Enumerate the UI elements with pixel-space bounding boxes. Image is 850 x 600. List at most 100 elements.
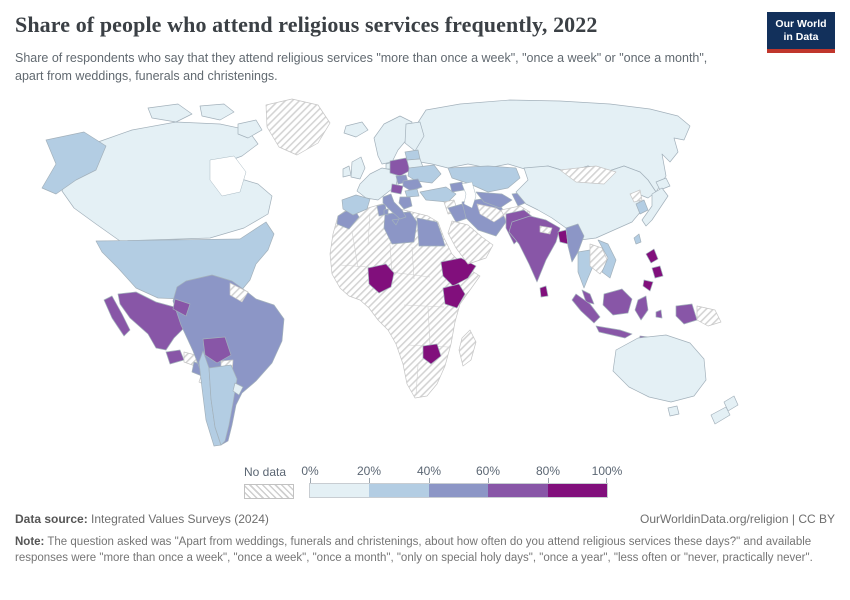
legend-tickmark: [548, 478, 549, 484]
chart-subtitle: Share of respondents who say that they a…: [15, 51, 708, 83]
country-turkey[interactable]: [419, 186, 457, 203]
legend-color-bar: [309, 483, 608, 498]
country-bulgaria[interactable]: [404, 188, 420, 198]
country-madagascar[interactable]: [458, 329, 477, 367]
country-egypt[interactable]: [416, 217, 446, 247]
country-bolivia[interactable]: [202, 336, 232, 364]
owid-logo[interactable]: Our World in Data: [767, 12, 835, 54]
legend-tickmark: [606, 478, 607, 484]
country-indonesia-west-papua[interactable]: [675, 303, 698, 325]
legend-tick-20: 20%: [356, 464, 382, 478]
data-source-value: Integrated Values Surveys (2024): [91, 512, 269, 526]
no-data-label: No data: [244, 465, 287, 479]
data-source-label: Data source:: [15, 512, 88, 526]
country-ireland[interactable]: [342, 165, 352, 178]
chart-note: Note: The question asked was "Apart from…: [15, 535, 835, 566]
country-argentina[interactable]: [208, 364, 238, 446]
country-alaska[interactable]: [41, 131, 107, 195]
legend-tick-100: 100%: [591, 464, 623, 478]
chart-footer: Data source: Integrated Values Surveys (…: [15, 512, 835, 566]
country-philippines-luzon[interactable]: [645, 248, 659, 264]
country-brazil-andes[interactable]: [172, 274, 285, 446]
country-ukraine[interactable]: [407, 164, 442, 184]
country-borneo[interactable]: [602, 288, 633, 316]
legend-bin-60-80[interactable]: [488, 484, 548, 497]
legend-bin-40-60[interactable]: [428, 484, 489, 497]
country-sri-lanka[interactable]: [539, 285, 549, 298]
country-indonesia-sumatra[interactable]: [571, 293, 601, 324]
country-kenya[interactable]: [442, 283, 466, 309]
region-africa-no-data[interactable]: [329, 203, 481, 399]
country-guatemala[interactable]: [165, 349, 185, 365]
country-uruguay[interactable]: [232, 382, 244, 396]
country-philippines-visayas[interactable]: [651, 265, 664, 279]
country-indonesia-java[interactable]: [595, 325, 633, 339]
country-turkmenistan[interactable]: [476, 203, 507, 223]
country-canada-arctic-1[interactable]: [147, 103, 193, 123]
country-south-korea[interactable]: [635, 199, 649, 215]
country-australia[interactable]: [612, 334, 707, 403]
country-mexico-baja[interactable]: [103, 295, 131, 337]
note-label: Note:: [15, 536, 45, 548]
country-mexico[interactable]: [117, 291, 191, 351]
country-mongolia[interactable]: [559, 165, 617, 185]
country-guyanas[interactable]: [229, 282, 249, 303]
country-italy-sardinia[interactable]: [383, 208, 389, 216]
legend-tick-60: 60%: [475, 464, 501, 478]
country-poland[interactable]: [389, 157, 412, 177]
legend-tick-0: 0%: [301, 464, 319, 478]
country-japan-honshu[interactable]: [641, 187, 669, 227]
owid-logo-line2: in Data: [783, 31, 819, 44]
country-zimbabwe[interactable]: [422, 343, 442, 365]
country-serbia-bosnia[interactable]: [390, 183, 404, 195]
country-greenland[interactable]: [265, 98, 331, 156]
note-text: The question asked was "Apart from weddi…: [15, 536, 813, 564]
country-indonesia-maluku[interactable]: [655, 309, 663, 319]
country-japan-hokkaido[interactable]: [655, 177, 671, 191]
legend-tickmark: [488, 478, 489, 484]
country-taiwan[interactable]: [633, 233, 642, 245]
country-ethiopia[interactable]: [440, 257, 477, 287]
country-italy[interactable]: [382, 193, 407, 220]
region-baltics[interactable]: [404, 149, 421, 161]
country-nigeria[interactable]: [367, 263, 395, 294]
country-nepal[interactable]: [539, 225, 553, 235]
country-spain-portugal[interactable]: [341, 194, 371, 216]
legend-tickmark: [429, 478, 430, 484]
country-italy-sicily[interactable]: [391, 218, 400, 226]
country-new-zealand-south[interactable]: [710, 406, 731, 425]
country-iceland[interactable]: [343, 121, 369, 138]
region-caucasus[interactable]: [449, 181, 465, 193]
country-canada-arctic-3[interactable]: [237, 119, 263, 139]
no-data-swatch[interactable]: [244, 484, 294, 499]
country-united-kingdom[interactable]: [350, 156, 366, 180]
country-papua-new-guinea[interactable]: [696, 305, 722, 327]
legend-bin-80-100[interactable]: [547, 484, 608, 497]
region-arabian-peninsula[interactable]: [447, 220, 494, 265]
country-canada-arctic-2[interactable]: [199, 103, 235, 121]
country-uzbekistan[interactable]: [475, 191, 513, 209]
country-greece[interactable]: [398, 196, 413, 210]
legend-tickmark: [369, 478, 370, 484]
country-vietnam[interactable]: [597, 239, 617, 279]
country-philippines-mindanao[interactable]: [642, 279, 654, 292]
owid-logo-line1: Our World: [775, 18, 827, 30]
data-source-line: Data source: Integrated Values Surveys (…: [15, 512, 269, 526]
country-tasmania[interactable]: [667, 405, 680, 417]
country-india[interactable]: [508, 215, 561, 283]
owid-link[interactable]: OurWorldinData.org/religion | CC BY: [640, 512, 835, 526]
country-ecuador[interactable]: [172, 298, 191, 317]
page-title: Share of people who attend religious ser…: [15, 12, 598, 37]
map-legend: No data 0% 20% 40% 60% 80% 100%: [0, 462, 850, 502]
country-romania[interactable]: [402, 178, 423, 192]
country-malaysia-peninsula[interactable]: [581, 289, 595, 305]
country-north-korea[interactable]: [629, 189, 643, 203]
country-indonesia-sulawesi[interactable]: [634, 295, 649, 321]
legend-bin-20-40[interactable]: [369, 484, 429, 497]
legend-bin-0-20[interactable]: [310, 484, 370, 497]
country-kazakhstan[interactable]: [447, 165, 521, 193]
country-finland[interactable]: [404, 121, 425, 152]
caspian-sea: [461, 181, 477, 209]
legend-tick-40: 40%: [416, 464, 442, 478]
